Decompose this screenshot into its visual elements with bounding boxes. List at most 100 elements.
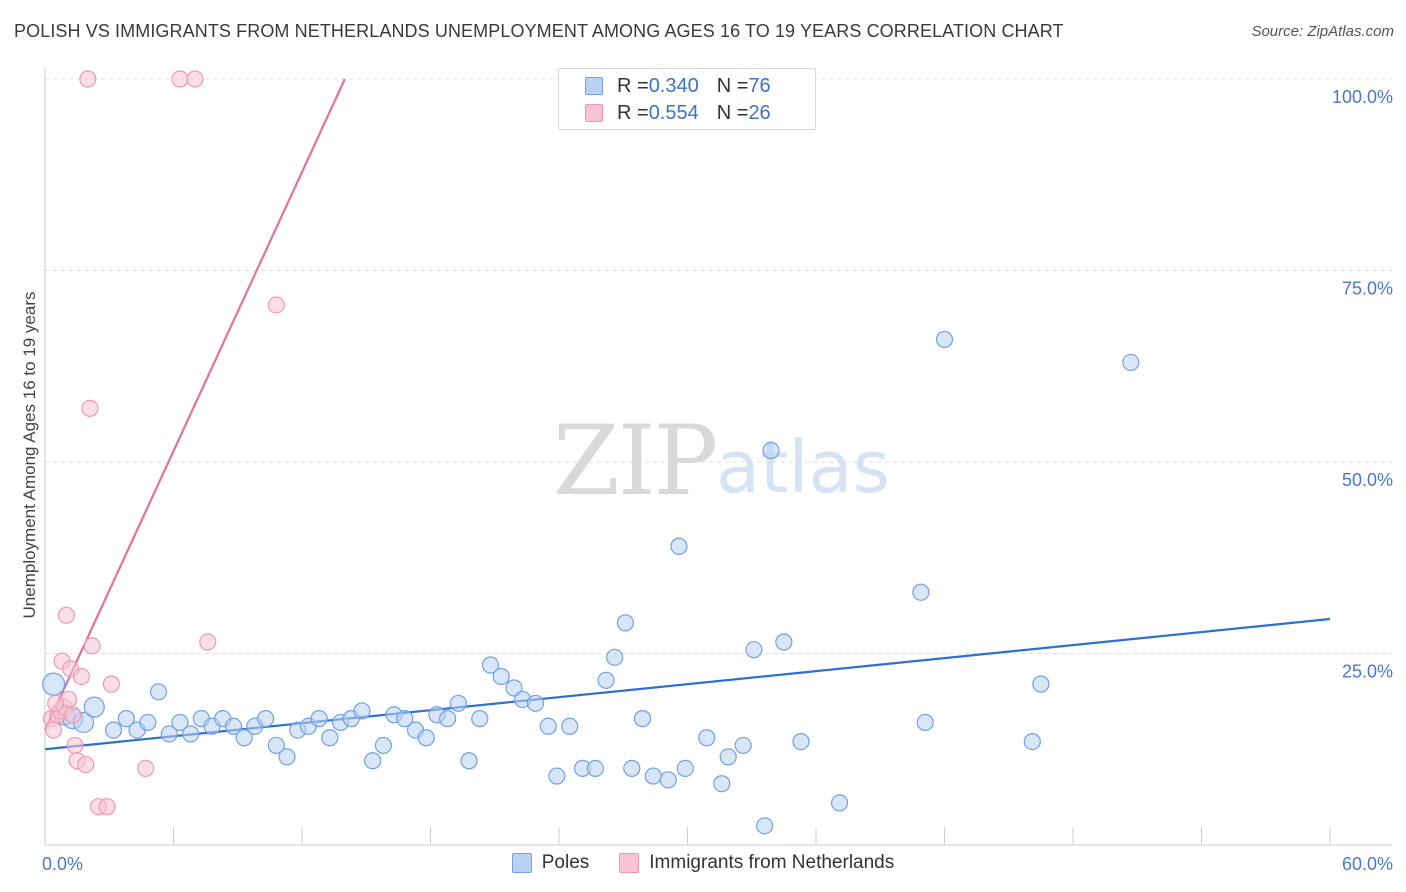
poles-point	[633, 710, 652, 728]
tick-labels: 25.0% 50.0% 75.0% 100.0% 0.0% 60.0%	[42, 87, 1393, 874]
poles-point	[374, 736, 392, 755]
poles-point	[561, 717, 579, 735]
poles-point	[916, 713, 934, 732]
n-value: 26	[748, 101, 771, 124]
netherlands-point	[81, 399, 99, 417]
netherlands-point	[57, 606, 76, 624]
netherlands-trend-line	[44, 78, 346, 731]
poles-point	[149, 683, 168, 701]
poles-point	[548, 767, 566, 785]
poles-point	[676, 759, 694, 778]
netherlands-point	[77, 755, 95, 774]
netherlands-point	[64, 706, 82, 724]
netherlands-point	[199, 633, 217, 651]
netherlands-swatch	[585, 104, 603, 122]
watermark-atlas: atlas	[716, 425, 890, 509]
netherlands-point	[102, 675, 120, 693]
netherlands-point	[83, 637, 101, 655]
poles-point	[912, 583, 930, 601]
y-tick-label: 50.0%	[1342, 470, 1393, 490]
n-label: N =	[716, 101, 749, 124]
y-tick-label: 75.0%	[1342, 279, 1393, 299]
poles-point	[734, 736, 752, 755]
poles-point	[224, 717, 243, 735]
netherlands-point	[72, 667, 91, 686]
x-tick-label-max: 60.0%	[1342, 854, 1393, 874]
netherlands-point	[98, 798, 116, 816]
poles-point	[539, 717, 557, 735]
data-points	[41, 70, 1140, 835]
netherlands-point	[79, 70, 97, 88]
poles-point	[139, 713, 157, 732]
netherlands-point	[66, 736, 84, 755]
netherlands-legend-swatch	[619, 853, 640, 873]
r-label: R =	[617, 101, 649, 124]
watermark-zip: ZIP	[553, 405, 718, 517]
poles-point	[644, 767, 662, 785]
series-legend: Poles Immigrants from Netherlands	[0, 852, 1406, 874]
netherlands-point	[137, 759, 155, 778]
netherlands-point	[171, 70, 189, 88]
poles-point	[586, 759, 605, 778]
poles-point	[310, 710, 328, 728]
stats-row-netherlands: R = 0.554 N = 26	[585, 100, 771, 126]
poles-point	[321, 729, 339, 747]
netherlands-point	[44, 721, 63, 739]
poles-point	[775, 633, 793, 651]
poles-point	[1122, 353, 1140, 372]
poles-point	[117, 710, 135, 728]
legend-label-netherlands: Immigrants from Netherlands	[649, 852, 895, 873]
poles-point	[364, 752, 382, 770]
poles-point	[83, 696, 105, 718]
poles-point	[182, 725, 200, 743]
poles-point	[505, 679, 523, 697]
poles-point	[396, 710, 414, 728]
legend-item-poles[interactable]: Poles	[511, 852, 590, 874]
poles-point	[171, 713, 189, 732]
stats-legend: R = 0.340 N = 76 R = 0.554 N = 26	[558, 68, 816, 130]
r-value: 0.554	[648, 101, 699, 124]
poles-point	[755, 817, 774, 835]
poles-point	[41, 672, 66, 696]
poles-point	[713, 775, 731, 793]
poles-point	[1023, 732, 1041, 751]
chart-title: POLISH VS IMMIGRANTS FROM NETHERLANDS UN…	[14, 21, 1064, 41]
stats-row-poles: R = 0.340 N = 76	[585, 73, 771, 99]
poles-point	[616, 614, 634, 632]
poles-point	[481, 656, 500, 674]
r-label: R =	[617, 74, 649, 97]
poles-point	[606, 648, 624, 666]
poles-swatch	[585, 77, 603, 95]
poles-point	[460, 752, 478, 770]
legend-item-netherlands[interactable]: Immigrants from Netherlands	[619, 852, 894, 874]
r-value: 0.340	[648, 74, 699, 97]
n-value: 76	[748, 74, 771, 97]
netherlands-point	[267, 296, 285, 314]
y-tick-label: 25.0%	[1342, 662, 1393, 682]
poles-point	[1032, 675, 1050, 693]
poles-point	[353, 702, 371, 720]
poles-point	[597, 671, 615, 689]
poles-point	[256, 710, 275, 728]
netherlands-point	[186, 70, 204, 88]
poles-point	[830, 794, 849, 812]
poles-point	[745, 641, 763, 659]
poles-legend-swatch	[511, 853, 532, 873]
gridlines	[45, 78, 1392, 654]
poles-point	[492, 667, 510, 686]
x-tick-label-min: 0.0%	[42, 854, 83, 874]
poles-point	[792, 732, 810, 751]
poles-point	[935, 330, 954, 349]
poles-point	[471, 710, 489, 728]
poles-point	[526, 694, 545, 712]
poles-point	[267, 736, 285, 755]
netherlands-point	[47, 694, 65, 712]
poles-point	[235, 729, 253, 747]
legend-label-poles: Poles	[541, 852, 590, 873]
poles-point	[719, 748, 737, 766]
poles-point	[762, 441, 780, 460]
poles-point	[278, 748, 296, 766]
source-label: Source: ZipAtlas.com	[1251, 23, 1394, 40]
poles-point	[104, 721, 123, 739]
